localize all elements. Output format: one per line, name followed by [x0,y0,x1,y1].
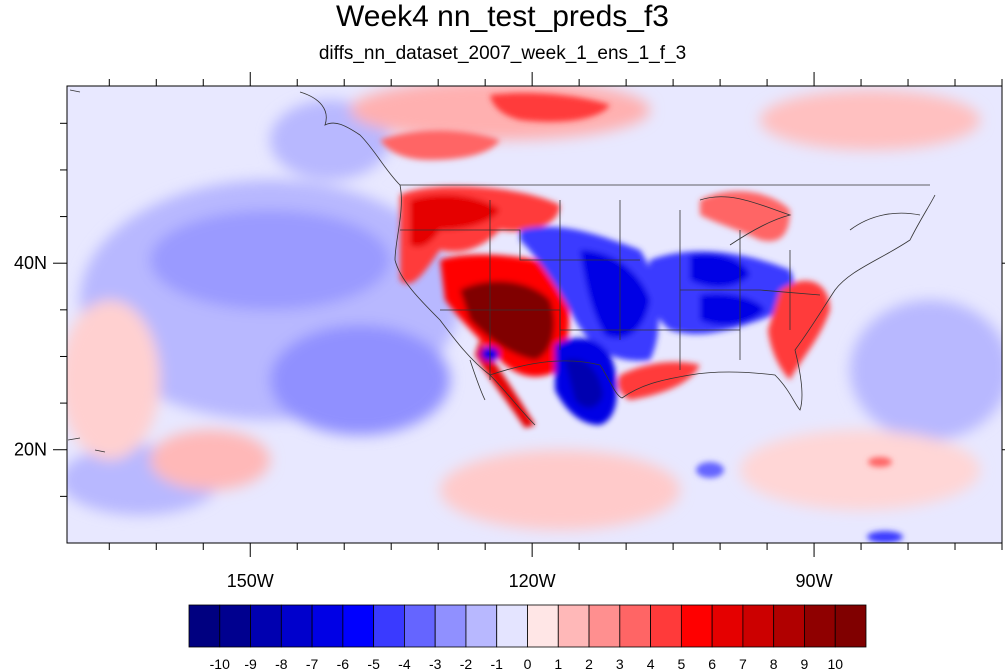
colorbar-swatch [742,604,775,648]
colorbar-label: 9 [801,656,809,672]
colorbar-label: -5 [367,656,380,672]
colorbar-swatch [680,604,713,648]
map-outlines [67,89,936,453]
colorbar-label: -4 [398,656,411,672]
colorbar-label: 8 [770,656,778,672]
chart-subtitle: diffs_nn_dataset_2007_week_1_ens_1_f_3 [318,43,687,64]
colorbar: -10 -9 -8 -7 -6 -5 -4 -3 -2 -1 0 1 2 3 4 5 6 7 8 9 10 [188,604,867,672]
colorbar-swatch [434,604,467,648]
colorbar-swatch [711,604,744,648]
broad-anomaly-field [67,86,1002,530]
plot-frame [66,85,1003,544]
colorbar-swatch [619,604,651,648]
map-field [67,86,1002,543]
colorbar-label: 0 [524,656,532,672]
y-tick-label: 40N [14,253,47,273]
colorbar-swatch [588,604,621,648]
colorbar-label: -9 [244,656,257,672]
colorbar-swatch [404,604,436,648]
colorbar-label: 1 [554,656,562,672]
colorbar-label: -3 [429,656,442,672]
colorbar-swatch [373,604,405,648]
chart-title: Week4 nn_test_preds_f3 [335,0,669,33]
colorbar-swatch [650,604,682,648]
colorbar-swatch [773,604,805,648]
colorbar-swatch [188,604,221,648]
x-axis: 150W 120W 90W [227,72,833,591]
y-tick-label: 20N [14,440,47,460]
colorbar-label: 3 [616,656,624,672]
colorbar-label: 7 [739,656,747,672]
colorbar-label: -6 [337,656,350,672]
colorbar-swatch [250,604,282,648]
colorbar-label: -2 [460,656,473,672]
colorbar-swatch [557,604,590,648]
colorbar-label: -7 [306,656,319,672]
colorbar-swatch [280,604,313,648]
colorbar-swatch [804,604,836,648]
colorbar-swatch [465,604,498,648]
colorbar-label: 2 [585,656,593,672]
colorbar-swatch [834,604,867,648]
colorbar-swatch [496,604,528,648]
colorbar-swatch [219,604,251,648]
colorbar-label: 6 [708,656,716,672]
x-tick-label: 90W [796,571,833,591]
colorbar-label: 5 [677,656,685,672]
colorbar-label: -8 [275,656,288,672]
colorbar-label: 10 [827,656,843,672]
colorbar-swatch [311,604,344,648]
colorbar-swatch [527,604,559,648]
y-axis: 40N 20N [14,253,1005,460]
x-tick-label: 150W [227,571,274,591]
colorbar-swatch [342,604,375,648]
x-tick-label: 120W [509,571,556,591]
colorbar-label: 4 [647,656,655,672]
colorbar-label: -10 [210,656,230,672]
colorbar-label: -1 [491,656,504,672]
minor-ticks [60,79,1003,550]
regional-anomaly-field [380,93,903,543]
